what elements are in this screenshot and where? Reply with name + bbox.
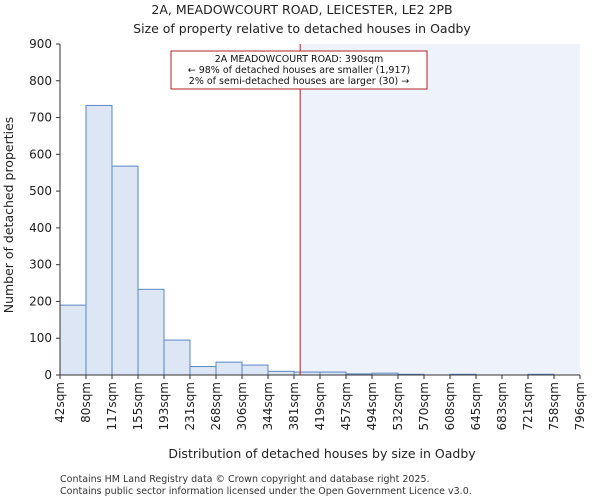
footer-line-1: Contains HM Land Registry data © Crown c… [60, 474, 430, 485]
x-tick-label: 457sqm [339, 382, 353, 430]
x-tick-label: 231sqm [183, 382, 197, 430]
bar-42sqm [59, 304, 87, 376]
x-axis-label: Distribution of detached houses by size … [168, 446, 476, 461]
x-tick-label: 344sqm [261, 382, 275, 430]
bar-268sqm [215, 361, 243, 376]
x-tick-label: 796sqm [573, 382, 587, 430]
x-tick-label: 268sqm [209, 382, 223, 430]
y-tick-label: 100 [29, 331, 52, 345]
x-tick-label: 721sqm [521, 382, 535, 430]
x-tick-label: 381sqm [287, 382, 301, 430]
x-tick-label: 570sqm [417, 382, 431, 430]
y-tick-label: 300 [29, 258, 52, 272]
bar-344sqm [267, 370, 295, 376]
y-axis-label: Number of detached properties [1, 117, 16, 314]
bar-193sqm [163, 339, 191, 376]
bar-80sqm [85, 104, 113, 376]
y-ticks: 0 100 200 300 400 500 600 700 800 900 [29, 37, 60, 382]
annotation-line-3: 2% of semi-detached houses are larger (3… [189, 76, 409, 87]
x-tick-label: 42sqm [53, 382, 67, 423]
x-tick-label: 117sqm [105, 382, 119, 430]
annotation-line-2: ← 98% of detached houses are smaller (1,… [188, 65, 411, 76]
y-tick-label: 0 [44, 368, 52, 382]
x-tick-label: 306sqm [235, 382, 249, 430]
x-tick-label: 608sqm [443, 382, 457, 430]
x-tick-label: 532sqm [391, 382, 405, 430]
y-tick-label: 200 [29, 294, 52, 308]
bar-155sqm [137, 288, 165, 376]
x-tick-label: 80sqm [79, 382, 93, 423]
bar-231sqm [189, 366, 217, 376]
highlight-region [300, 44, 580, 375]
x-tick-label: 155sqm [131, 382, 145, 430]
x-tick-label: 193sqm [157, 382, 171, 430]
chart-title: 2A, MEADOWCOURT ROAD, LEICESTER, LE2 2PB [151, 2, 452, 17]
annotation-line-1: 2A MEADOWCOURT ROAD: 390sqm [215, 54, 384, 65]
footer-line-2: Contains public sector information licen… [60, 486, 472, 497]
y-tick-label: 500 [29, 184, 52, 198]
y-tick-label: 900 [29, 37, 52, 51]
x-ticks: 42sqm 80sqm 117sqm 155sqm 193sqm 231sqm 268sqm… [53, 375, 587, 430]
y-tick-label: 800 [29, 74, 52, 88]
bars-group [59, 104, 555, 376]
x-tick-label: 758sqm [547, 382, 561, 430]
x-tick-label: 419sqm [313, 382, 327, 430]
annotation-box [170, 50, 428, 90]
chart-subtitle: Size of property relative to detached ho… [133, 21, 471, 36]
y-tick-label: 400 [29, 221, 52, 235]
x-tick-label: 683sqm [495, 382, 509, 430]
y-tick-label: 700 [29, 111, 52, 125]
x-tick-label: 494sqm [365, 382, 379, 430]
x-tick-label: 645sqm [469, 382, 483, 430]
bar-306sqm [241, 364, 269, 376]
bar-117sqm [111, 165, 139, 376]
y-tick-label: 600 [29, 147, 52, 161]
